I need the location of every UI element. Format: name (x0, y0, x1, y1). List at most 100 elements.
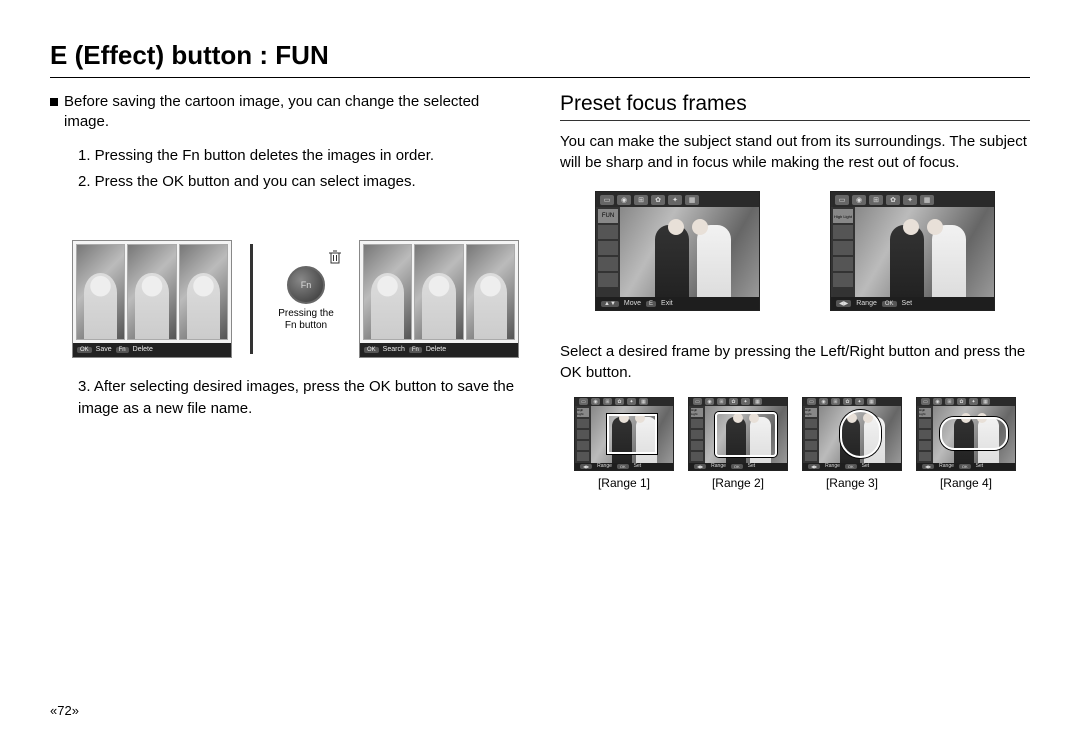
sidebar-item (577, 452, 589, 461)
figure-row: OK Save Fn Delete Fn Pressing the Fn but… (72, 240, 520, 358)
exit-label: Exit (661, 300, 673, 307)
mini-sidebar: High Light (917, 406, 933, 463)
focus-frame-icon (840, 410, 881, 458)
range-btn: ◀▶ (922, 464, 934, 469)
top-icon: ▦ (920, 195, 934, 205)
menu-screen-highlight: ▭ ◉ ⊞ ✿ ✦ ▦ High Light (830, 191, 995, 311)
sidebar-item (919, 452, 931, 461)
panel-b2 (414, 244, 463, 340)
top-icons-mini: ▭◉⊞✿✦▦ (803, 398, 901, 406)
triptych-b (360, 241, 518, 343)
sidebar-item (598, 257, 618, 271)
top-icon: ◉ (591, 398, 600, 405)
top-icon: ✦ (627, 398, 636, 405)
range-caption: [Range 4] (940, 476, 992, 490)
range-btn: ◀▶ (808, 464, 820, 469)
fn-button-figure: Fn Pressing the Fn button (271, 266, 341, 332)
range-caption: [Range 2] (712, 476, 764, 490)
wedding-photo (855, 207, 994, 297)
top-icon: ✿ (615, 398, 624, 405)
top-icon: ▦ (685, 195, 699, 205)
sidebar-item (577, 419, 589, 428)
square-bullet-icon (50, 98, 58, 106)
top-icon: ▭ (835, 195, 849, 205)
top-icon: ▦ (867, 398, 876, 405)
content-columns: Before saving the cartoon image, you can… (50, 92, 1030, 490)
step-1: 1. Pressing the Fn button deletes the im… (78, 145, 520, 168)
wedding-photo (591, 406, 673, 463)
top-icon: ⊞ (869, 195, 883, 205)
wedding-photo (819, 406, 901, 463)
range-label: Range (825, 463, 840, 469)
top-icons-mini: ▭◉⊞✿✦▦ (575, 398, 673, 406)
focus-frame-icon (715, 412, 777, 458)
top-icon: ◉ (852, 195, 866, 205)
move-btn: ▲▼ (601, 301, 619, 307)
range-btn: ◀▶ (694, 464, 706, 469)
screen-a-bottombar: OK Save Fn Delete (73, 343, 231, 357)
top-icon: ✦ (903, 195, 917, 205)
top-icons-mini: ▭◉⊞✿✦▦ (689, 398, 787, 406)
triptych (73, 241, 231, 343)
sidebar-item (833, 273, 853, 287)
sidebar-item (598, 225, 618, 239)
top-icon: ◉ (819, 398, 828, 405)
focus-frame-icon (940, 417, 1009, 450)
sidebar-item (691, 430, 703, 439)
sidebar-item (577, 430, 589, 439)
sidebar-item-highlight: High Light (919, 408, 931, 417)
set-label: Set (748, 463, 756, 469)
range-mini-screen: ▭◉⊞✿✦▦High Light◀▶RangeOKSet (916, 397, 1016, 471)
range-label: Range (711, 463, 726, 469)
top-icon: ◉ (617, 195, 631, 205)
range-item-3: ▭◉⊞✿✦▦High Light◀▶RangeOKSet[Range 3] (802, 397, 902, 490)
intro-text: Before saving the cartoon image, you can… (64, 92, 520, 133)
panel-2 (127, 244, 176, 340)
menu1-botbar: ▲▼ Move E Exit (596, 297, 759, 310)
trash-icon (329, 250, 341, 264)
page-number: «72» (50, 703, 79, 718)
delete-label: Delete (133, 346, 153, 353)
top-icons-mini: ▭◉⊞✿✦▦ (917, 398, 1015, 406)
top-icon: ✦ (969, 398, 978, 405)
top-icon: ▦ (639, 398, 648, 405)
range-label: Range (856, 300, 877, 307)
sidebar-item-highlight: High Light (691, 408, 703, 417)
sidebar-item (919, 419, 931, 428)
sidebar-item (691, 452, 703, 461)
fn-btn: Fn (116, 347, 129, 353)
top-icon: ▭ (693, 398, 702, 405)
range-mini-screen: ▭◉⊞✿✦▦High Light◀▶RangeOKSet (574, 397, 674, 471)
set-label: Set (976, 463, 984, 469)
sidebar-item (919, 441, 931, 450)
top-icon: ◉ (933, 398, 942, 405)
top-icon: ⊞ (603, 398, 612, 405)
fn-circle-icon: Fn (287, 266, 325, 304)
top-icon: ▭ (600, 195, 614, 205)
menu-screens-row: ▭ ◉ ⊞ ✿ ✦ ▦ FUN (560, 191, 1030, 311)
wedding-photo (705, 406, 787, 463)
sidebar-item (691, 419, 703, 428)
select-frame-text: Select a desired frame by pressing the L… (560, 341, 1030, 383)
range-label: Range (597, 463, 612, 469)
wedding-photo (620, 207, 759, 297)
top-icon: ▦ (753, 398, 762, 405)
ok-btn: OK (731, 464, 743, 469)
intro-bullet: Before saving the cartoon image, you can… (50, 92, 520, 133)
sidebar-item (919, 430, 931, 439)
sidebar-item (577, 441, 589, 450)
steps-list-2: 3. After selecting desired images, press… (78, 376, 520, 421)
top-icon: ⊞ (945, 398, 954, 405)
panel-b1 (363, 244, 412, 340)
sidebar-item (833, 257, 853, 271)
mini-botbar: ◀▶ Range OK Set (689, 463, 787, 470)
fn-caption: Pressing the Fn button (271, 308, 341, 332)
fn-label: Fn (301, 280, 312, 290)
top-icon: ✿ (843, 398, 852, 405)
set-label: Set (862, 463, 870, 469)
sidebar-item-highlight: High Light (833, 209, 853, 223)
top-icon: ✦ (668, 195, 682, 205)
ok-btn: OK (617, 464, 629, 469)
range-mini-screen: ▭◉⊞✿✦▦ High Light ◀▶ Range OK Set (688, 397, 788, 471)
mini-sidebar: High Light (803, 406, 819, 463)
